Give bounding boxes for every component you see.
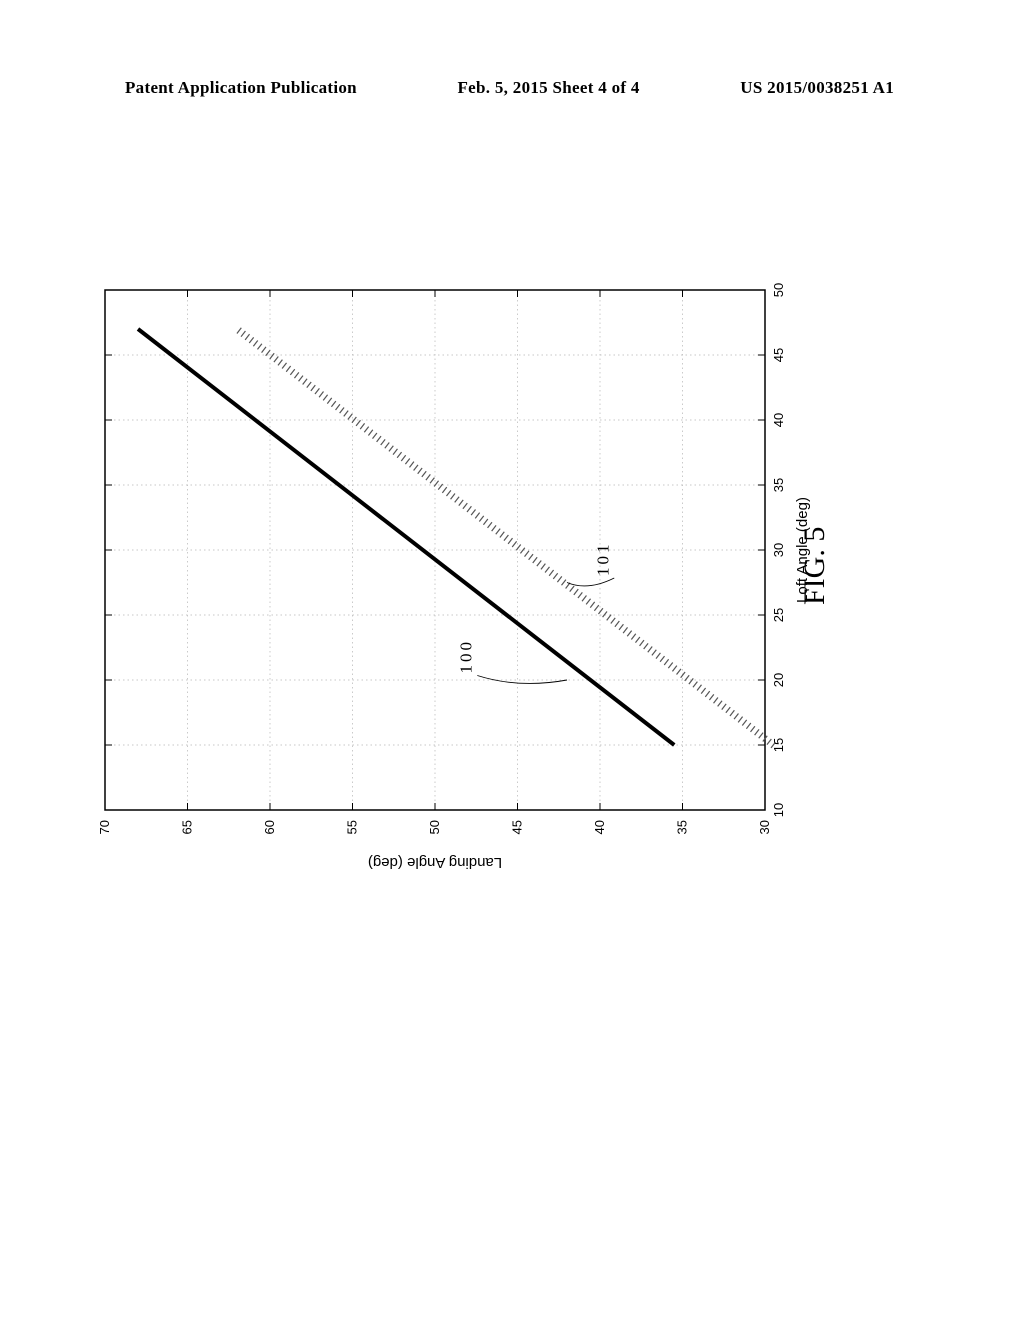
chart-svg: 101520253035404550303540455055606570Loft… bbox=[85, 270, 845, 890]
ytick-label: 35 bbox=[675, 820, 690, 834]
xtick-label: 50 bbox=[771, 283, 786, 297]
ytick-label: 70 bbox=[97, 820, 112, 834]
page-header: Patent Application Publication Feb. 5, 2… bbox=[0, 78, 1024, 98]
xtick-label: 25 bbox=[771, 608, 786, 622]
page: Patent Application Publication Feb. 5, 2… bbox=[0, 0, 1024, 1320]
header-right: US 2015/0038251 A1 bbox=[740, 78, 894, 98]
annotation-label: 100 bbox=[456, 639, 475, 674]
header-left: Patent Application Publication bbox=[125, 78, 357, 98]
annotation-label: 101 bbox=[593, 542, 612, 577]
xtick-label: 35 bbox=[771, 478, 786, 492]
y-axis-label: Landing Angle (deg) bbox=[368, 854, 502, 871]
ytick-label: 65 bbox=[180, 820, 195, 834]
ytick-label: 30 bbox=[757, 820, 772, 834]
ytick-label: 40 bbox=[592, 820, 607, 834]
header-center: Feb. 5, 2015 Sheet 4 of 4 bbox=[458, 78, 640, 98]
figure-caption: FIG. 5 bbox=[798, 527, 832, 605]
xtick-label: 40 bbox=[771, 413, 786, 427]
ytick-label: 55 bbox=[345, 820, 360, 834]
ytick-label: 50 bbox=[427, 820, 442, 834]
xtick-label: 30 bbox=[771, 543, 786, 557]
xtick-label: 20 bbox=[771, 673, 786, 687]
ytick-label: 60 bbox=[262, 820, 277, 834]
xtick-label: 45 bbox=[771, 348, 786, 362]
chart-figure: 101520253035404550303540455055606570Loft… bbox=[85, 270, 845, 890]
xtick-label: 10 bbox=[771, 803, 786, 817]
plot-area: 101520253035404550303540455055606570Loft… bbox=[97, 283, 811, 871]
ytick-label: 45 bbox=[510, 820, 525, 834]
